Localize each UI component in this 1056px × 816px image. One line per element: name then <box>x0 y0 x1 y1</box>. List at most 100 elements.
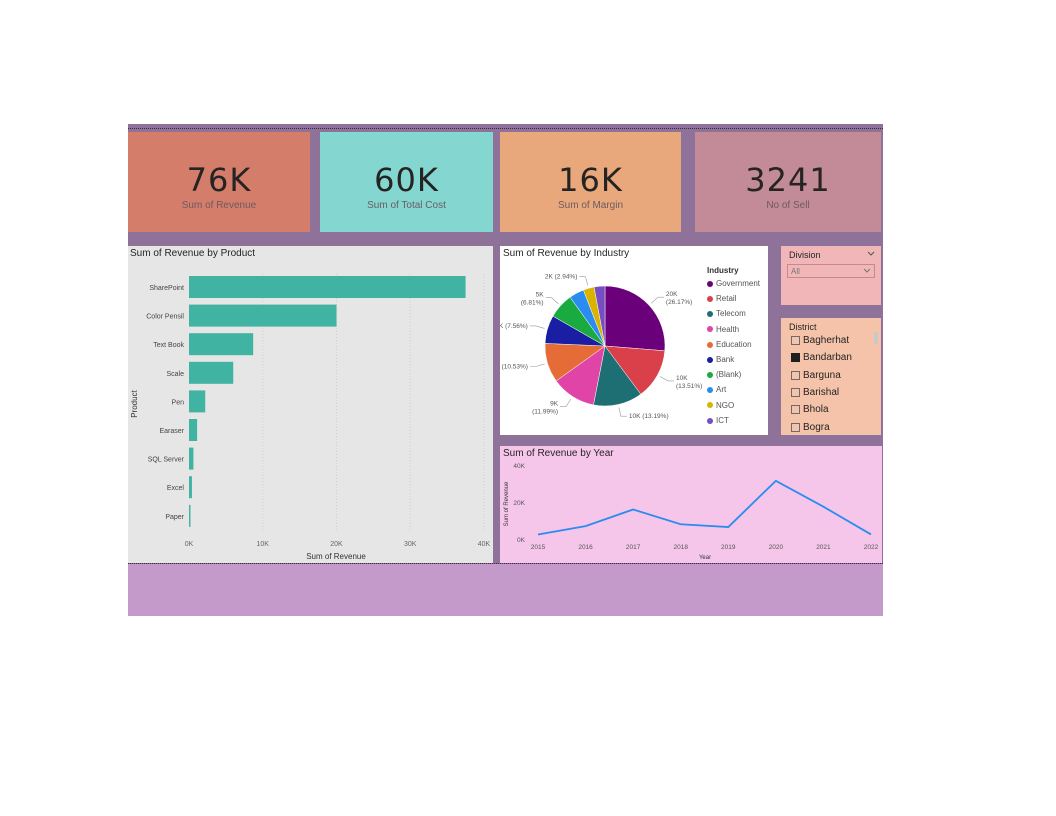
x-tick-label: 30K <box>404 541 417 548</box>
division-slicer[interactable]: Division All <box>781 246 881 305</box>
pie-slice <box>593 285 606 347</box>
card-label: Sum of Margin <box>557 200 624 211</box>
card-label: Sum of Total Cost <box>367 200 446 211</box>
x-tick-label: 20K <box>330 541 343 548</box>
district-option[interactable]: Bagherhat <box>803 335 850 346</box>
y-tick-label: Pen <box>172 399 185 406</box>
legend-dot-icon <box>707 326 713 333</box>
division-dropdown-value: All <box>791 267 800 276</box>
pie-data-label: 2K (2.94%) <box>545 274 578 281</box>
district-option[interactable]: Bogra <box>803 422 830 433</box>
year-line-chart-panel[interactable]: Sum of Revenue by Year Sum of Revenue Ye… <box>500 446 882 563</box>
legend-dot-icon <box>707 341 713 348</box>
card-label: Sum of Revenue <box>181 200 257 211</box>
y-axis-label: Product <box>130 389 139 417</box>
x-tick-label: 40K <box>478 541 491 548</box>
district-option[interactable]: Bhola <box>803 404 829 415</box>
pie-data-label: 10K (13.19%) <box>629 413 669 420</box>
pie-leader-line <box>529 363 545 367</box>
product-bar-chart-panel[interactable]: Sum of Revenue by Product Product Sum of… <box>128 246 493 563</box>
legend-item[interactable]: Retail <box>707 294 736 303</box>
year-chart-title: Sum of Revenue by Year <box>503 448 614 459</box>
industry-chart-title: Sum of Revenue by Industry <box>503 248 630 259</box>
card-value: 76K <box>186 161 252 199</box>
y-tick-label: Color Pensil <box>146 314 184 321</box>
bar <box>189 390 206 413</box>
x-tick-label: 2015 <box>531 544 546 551</box>
checkbox[interactable] <box>791 388 800 397</box>
legend-label: Health <box>716 324 740 334</box>
district-option[interactable]: Barishal <box>803 387 840 398</box>
card-revenue[interactable]: 76K Sum of Revenue <box>128 132 310 232</box>
y-tick-label: Text Book <box>153 342 184 349</box>
legend-label: Art <box>716 385 727 395</box>
district-option[interactable]: Barguna <box>803 370 841 381</box>
legend-label: Bank <box>716 355 735 364</box>
pie-leader-line <box>560 398 572 407</box>
card-total-cost[interactable]: 60K Sum of Total Cost <box>320 132 493 232</box>
legend-label: ICT <box>716 415 729 425</box>
legend-dot-icon <box>707 296 713 303</box>
division-dropdown[interactable]: All <box>787 264 875 278</box>
legend-item[interactable]: Government <box>707 279 760 288</box>
bar <box>189 476 192 499</box>
y-tick-label: SQL Server <box>148 457 185 464</box>
legend-dot-icon <box>707 417 713 424</box>
district-slicer[interactable]: District Bagherhat Bandarban Barguna Bar… <box>781 318 881 435</box>
pie-data-label: 9K <box>550 401 559 408</box>
x-tick-label: 2016 <box>578 544 593 551</box>
y-tick-label: 40K <box>513 463 525 470</box>
line-series <box>537 479 872 536</box>
legend-label: Government <box>716 279 761 288</box>
legend-item[interactable]: Art <box>707 385 726 394</box>
legend-item[interactable]: Bank <box>707 355 734 364</box>
x-axis-label: Sum of Revenue <box>306 552 366 561</box>
top-divider <box>128 128 883 129</box>
pie-data-label: 5K <box>536 292 545 299</box>
chevron-down-icon[interactable] <box>867 251 875 257</box>
bar <box>189 276 466 298</box>
bar <box>189 361 234 384</box>
legend-item[interactable]: Health <box>707 325 739 334</box>
x-tick-label: 2022 <box>864 544 879 551</box>
x-tick-label: 2021 <box>816 544 831 551</box>
pie-leader-line <box>529 325 545 329</box>
pie-data-label: (26.17%) <box>666 299 692 306</box>
chevron-down-icon <box>863 268 871 273</box>
industry-pie-chart: 20K(26.17%) 10K(13.51%) 10K (13.19%) 9K(11.… <box>500 274 702 421</box>
x-tick-label: 10K <box>257 541 270 548</box>
checkbox[interactable] <box>791 423 800 432</box>
checkbox[interactable] <box>791 371 800 380</box>
legend-label: NGO <box>716 400 735 410</box>
checkbox[interactable] <box>791 353 800 362</box>
legend-item[interactable]: ICT <box>707 416 729 425</box>
scrollbar[interactable] <box>874 332 878 344</box>
bottom-divider <box>128 563 883 564</box>
division-slicer-title: Division <box>789 250 821 260</box>
x-axis-label: Year <box>699 555 711 561</box>
y-tick-label: 0K <box>517 537 526 544</box>
x-tick-label: 0K <box>185 541 194 548</box>
card-margin[interactable]: 16K Sum of Margin <box>500 132 681 232</box>
card-no-of-sell[interactable]: 3241 No of Sell <box>695 132 881 232</box>
y-tick-label: SharePoint <box>149 285 184 292</box>
card-label: No of Sell <box>766 200 810 211</box>
legend-item[interactable]: (Blank) <box>707 370 741 379</box>
checkbox[interactable] <box>791 405 800 414</box>
legend-title: Industry <box>707 266 739 275</box>
product-bar-chart: Product Sum of Revenue 0K 10K 20K 30K 40K Sha… <box>130 274 491 561</box>
legend-item[interactable]: Education <box>707 340 752 349</box>
pie-leader-line <box>545 297 559 304</box>
pie-data-label: 8K (10.53%) <box>500 363 528 370</box>
industry-pie-chart-panel[interactable]: Sum of Revenue by Industry 20K (26.17%) 10… <box>500 246 768 435</box>
legend-dot-icon <box>707 280 713 287</box>
legend-item[interactable]: Telecom <box>707 309 746 318</box>
legend-label: (Blank) <box>716 370 742 380</box>
legend-item[interactable]: NGO <box>707 401 734 410</box>
pie-leader-line <box>659 376 674 382</box>
y-tick-label: Excel <box>167 485 185 492</box>
checkbox[interactable] <box>791 336 800 345</box>
legend-dot-icon <box>707 387 713 394</box>
bar <box>189 447 194 470</box>
district-option[interactable]: Bandarban <box>803 352 852 363</box>
